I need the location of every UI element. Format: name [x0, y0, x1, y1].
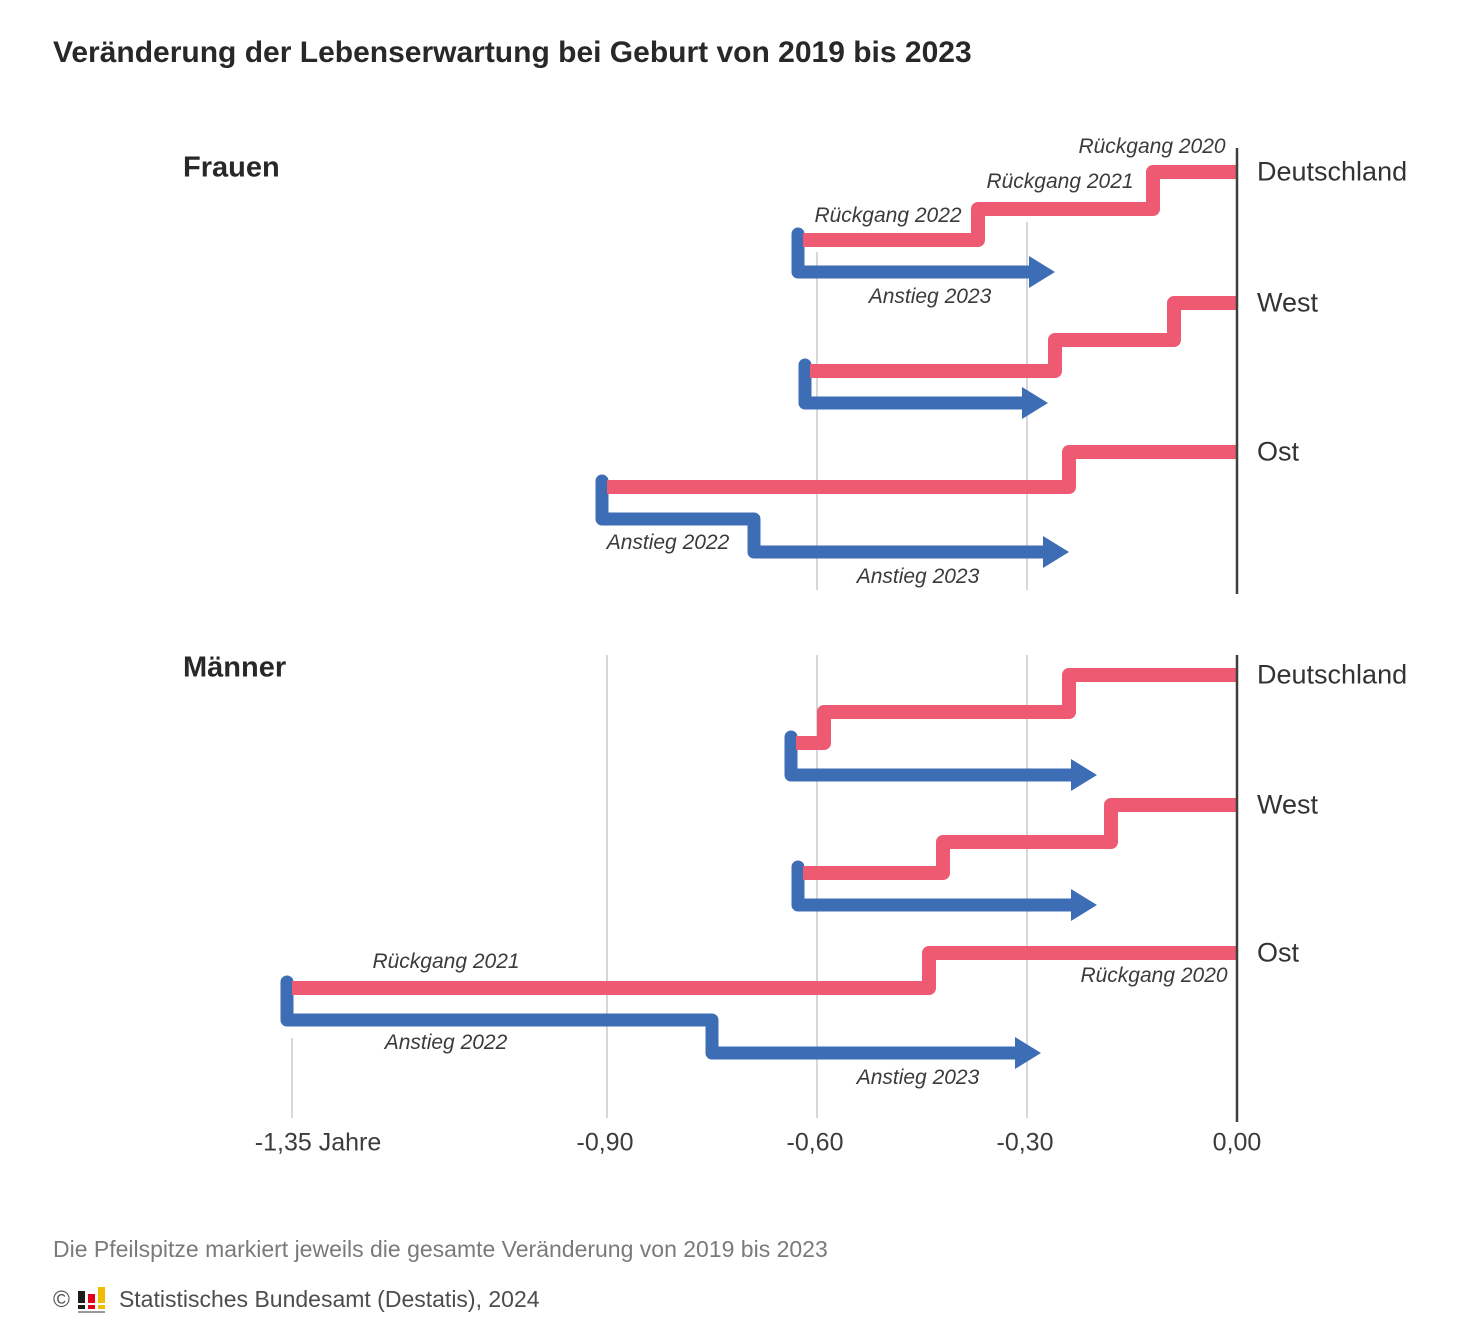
annotation-anstieg-2022-maenner: Anstieg 2022 — [384, 1031, 508, 1054]
publisher-text: Statistisches Bundesamt (Destatis), 2024 — [118, 1286, 540, 1312]
decline-line-männer-deutschland — [796, 668, 1237, 750]
arrowhead-frauen-deutschland — [1029, 256, 1055, 288]
decline-line-männer-ost — [292, 946, 1237, 995]
annotation-rueckgang-2022-frauen: Rückgang 2022 — [814, 204, 962, 227]
increase-line-frauen-west — [798, 358, 1033, 410]
increase-line-frauen-ost — [595, 474, 1054, 559]
arrowhead-männer-deutschland — [1071, 759, 1097, 791]
decline-line-männer-west — [803, 798, 1237, 880]
arrowhead-frauen-west — [1022, 387, 1048, 419]
decline-line-frauen-ost — [607, 445, 1237, 494]
increase-line-männer-deutschland — [784, 730, 1082, 782]
logo-dot-black — [77, 1304, 85, 1309]
logo-bar-black — [77, 1290, 85, 1303]
annotation-rueckgang-2021-maenner: Rückgang 2021 — [372, 950, 520, 973]
annotation-rueckgang-2020-frauen: Rückgang 2020 — [1078, 135, 1226, 158]
logo-dot-gold — [97, 1304, 105, 1309]
copyright-symbol: © — [53, 1286, 70, 1312]
panel-label-frauen: Frauen — [183, 151, 280, 184]
group-label-maenner-deutschland: Deutschland — [1257, 659, 1408, 690]
annotation-anstieg-2023-maenner: Anstieg 2023 — [856, 1066, 980, 1089]
source-line: © Statistisches Bundesamt (Destatis), 20… — [53, 1286, 540, 1313]
annotation-rueckgang-2021-frauen: Rückgang 2021 — [986, 170, 1134, 193]
decline-line-frauen-deutschland — [803, 165, 1237, 247]
group-label-frauen-deutschland: Deutschland — [1257, 156, 1408, 187]
tick-label-minus-1-35: -1,35 Jahre — [254, 1128, 382, 1157]
increase-line-frauen-deutschland — [791, 227, 1040, 279]
annotation-rueckgang-2020-maenner: Rückgang 2020 — [1080, 964, 1228, 987]
waterfall-chart-canvas — [280, 148, 1239, 1122]
increase-line-männer-ost — [280, 975, 1026, 1060]
tick-label-minus-0-60: -0,60 — [786, 1128, 844, 1157]
group-label-maenner-ost: Ost — [1257, 937, 1300, 968]
chart-title: Veränderung der Lebenserwartung bei Gebu… — [53, 36, 972, 69]
annotation-anstieg-2022-frauen-ost: Anstieg 2022 — [606, 531, 730, 554]
logo-dot-red — [87, 1304, 95, 1309]
tick-label-minus-0-90: -0,90 — [576, 1128, 634, 1157]
tick-label-minus-0-30: -0,30 — [996, 1128, 1054, 1157]
destatis-logo-icon — [77, 1286, 111, 1313]
group-label-maenner-west: West — [1257, 789, 1319, 820]
group-label-frauen-west: West — [1257, 287, 1319, 318]
panel-label-maenner: Männer — [183, 651, 287, 684]
tick-label-zero: 0,00 — [1212, 1128, 1262, 1157]
annotation-anstieg-2023-frauen-deutschland: Anstieg 2023 — [868, 285, 992, 308]
annotation-anstieg-2023-frauen-ost: Anstieg 2023 — [856, 565, 980, 588]
increase-line-männer-west — [791, 860, 1082, 912]
arrowhead-männer-ost — [1015, 1037, 1041, 1069]
arrowhead-männer-west — [1071, 889, 1097, 921]
decline-line-frauen-west — [810, 296, 1237, 378]
arrow-footnote: Die Pfeilspitze markiert jeweils die ges… — [53, 1236, 828, 1262]
arrowhead-frauen-ost — [1043, 536, 1069, 568]
logo-baseline — [77, 1310, 105, 1313]
group-label-frauen-ost: Ost — [1257, 436, 1300, 467]
logo-bar-red — [87, 1293, 95, 1303]
logo-bar-gold — [97, 1286, 105, 1303]
